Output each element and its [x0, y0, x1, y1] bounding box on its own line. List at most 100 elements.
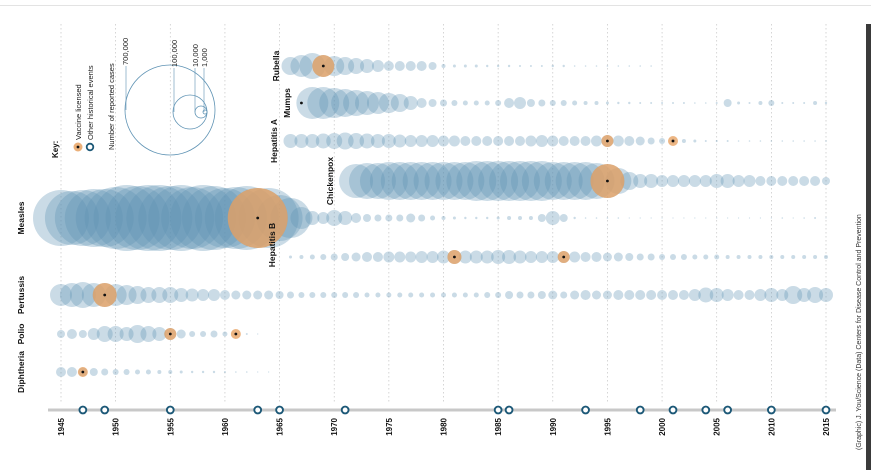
- measles-bubble-1978: [418, 214, 426, 222]
- event-marker-1971: [340, 405, 350, 415]
- hepatitis-a-bubble-2005: [715, 140, 718, 142]
- rubella-vaccine-dot-1969: [321, 64, 325, 68]
- rubella-bubble-1972: [348, 58, 365, 74]
- rubella-bubble-1989: [540, 65, 543, 67]
- pertussis-bubble-1983: [473, 292, 479, 298]
- mumps-bubble-1989: [538, 99, 546, 107]
- pertussis-bubble-1951: [116, 285, 137, 305]
- hepatitis-b-bubble-1995: [602, 252, 612, 262]
- measles-bubble-2007: [737, 217, 740, 219]
- pertussis-bubble-1976: [397, 292, 403, 298]
- hepatitis-a-bubble-1976: [393, 134, 407, 148]
- rubella-bubble-1993: [584, 65, 587, 67]
- hepatitis-b-bubble-2010: [769, 255, 774, 259]
- mumps-bubble-1998: [639, 102, 642, 104]
- bubble-layer: [33, 53, 833, 377]
- mumps-bubble-1980: [440, 99, 447, 107]
- pertussis-bubble-1985: [495, 292, 502, 298]
- pertussis-bubble-1957: [185, 288, 199, 302]
- polio-bubble-1948: [87, 328, 100, 340]
- series-hepatitis-b: [289, 250, 828, 264]
- chickenpox-bubble-1979: [413, 162, 452, 200]
- hepatitis-a-bubble-1980: [438, 135, 449, 147]
- pertussis-bubble-2011: [776, 289, 789, 301]
- measles-bubble-1994: [595, 217, 598, 219]
- pertussis-bubble-2004: [698, 287, 714, 303]
- polio-bubble-1951: [119, 327, 134, 341]
- chickenpox-bubble-2014: [810, 176, 821, 186]
- pertussis-bubble-1955: [162, 287, 179, 303]
- mumps-bubble-1988: [526, 99, 535, 107]
- label-mumps: Mumps: [282, 88, 292, 118]
- hepatitis-a-bubble-2006: [726, 140, 729, 142]
- hepatitis-b-bubble-2004: [703, 254, 709, 260]
- measles-bubble-1956: [148, 185, 215, 251]
- measles-bubble-1967: [290, 207, 313, 229]
- pertussis-bubble-1962: [242, 290, 252, 300]
- mumps-bubble-1991: [560, 100, 567, 106]
- mumps-vaccine-dot-1967: [300, 101, 303, 105]
- rubella-bubble-1977: [405, 61, 416, 71]
- hepatitis-a-bubble-1998: [635, 136, 645, 146]
- chickenpox-bubble-2004: [699, 175, 712, 187]
- pertussis-bubble-2002: [678, 290, 689, 300]
- hepatitis-a-vaccine-dot-2001: [671, 139, 675, 143]
- mumps-bubble-2002: [682, 102, 685, 104]
- hepatitis-a-bubble-1993: [580, 136, 591, 146]
- pertussis-bubble-1967: [298, 292, 305, 298]
- event-marker-1947: [78, 405, 88, 415]
- diphtheria-bubble-1956: [179, 370, 183, 374]
- hepatitis-a-bubble-1984: [482, 136, 493, 146]
- measles-bubble-1947: [54, 190, 111, 246]
- mumps-bubble-2009: [758, 101, 763, 105]
- series-measles: [33, 185, 827, 251]
- hepatitis-a-bubble-1968: [305, 134, 320, 148]
- measles-bubble-2012: [792, 217, 794, 219]
- time-axis: 1945 1950 1955 1960 1965 1970 1975 1980 1985 1990…: [48, 405, 836, 436]
- mumps-bubble-1993: [583, 101, 588, 105]
- pertussis-bubble-1990: [548, 290, 558, 300]
- polio-vaccine-dot-1961: [234, 332, 238, 336]
- rubella-bubble-1988: [529, 65, 532, 67]
- diphtheria-bubble-1964: [268, 371, 270, 373]
- pertussis-bubble-1981: [451, 292, 457, 298]
- rubella-bubble-1976: [394, 61, 405, 71]
- mumps-bubble-1970: [319, 88, 350, 118]
- measles-bubble-1979: [430, 215, 436, 221]
- hepatitis-b-bubble-1982: [458, 250, 472, 264]
- rubella-bubble-1981: [452, 64, 456, 68]
- pertussis-bubble-1980: [441, 292, 446, 298]
- hepatitis-a-bubble-2007: [737, 140, 740, 142]
- rubella-bubble-1997: [628, 65, 631, 67]
- hepatitis-a-bubble-2015: [825, 140, 827, 142]
- chickenpox-bubble-1981: [435, 162, 474, 200]
- diphtheria-bubble-1949: [101, 368, 109, 376]
- hepatitis-a-bubble-1989: [535, 135, 548, 147]
- measles-bubble-1997: [628, 217, 630, 219]
- hepatitis-a-bubble-1979: [426, 135, 439, 147]
- event-marker-1993: [581, 405, 590, 415]
- pertussis-bubble-1997: [624, 290, 635, 300]
- rubella-bubble-1973: [360, 59, 374, 73]
- chickenpox-bubble-1984: [467, 161, 508, 201]
- chickenpox-bubble-1999: [644, 174, 659, 188]
- diphtheria-bubble-1959: [212, 370, 216, 374]
- mumps-bubble-1994: [594, 101, 599, 105]
- pertussis-bubble-1991: [560, 291, 568, 299]
- series-polio: [57, 325, 259, 343]
- pertussis-bubble-1964: [264, 290, 274, 300]
- legend-key: Key: Vaccine licensed Other historical e…: [51, 38, 216, 158]
- hepatitis-a-bubble-1967: [294, 134, 309, 148]
- mumps-bubble-2004: [704, 102, 707, 104]
- measles-bubble-2006: [727, 217, 729, 219]
- polio-bubble-1958: [200, 331, 207, 337]
- hepatitis-b-bubble-1998: [636, 253, 644, 261]
- hepatitis-b-bubble-1992: [569, 251, 581, 263]
- hepatitis-b-vaccine-dot-1991: [562, 255, 566, 259]
- measles-bubble-2000: [661, 217, 663, 219]
- measles-bubble-1948: [64, 189, 123, 247]
- pertussis-bubble-1972: [353, 292, 360, 298]
- label-polio: Polio: [16, 324, 26, 345]
- polio-bubble-1954: [152, 327, 167, 341]
